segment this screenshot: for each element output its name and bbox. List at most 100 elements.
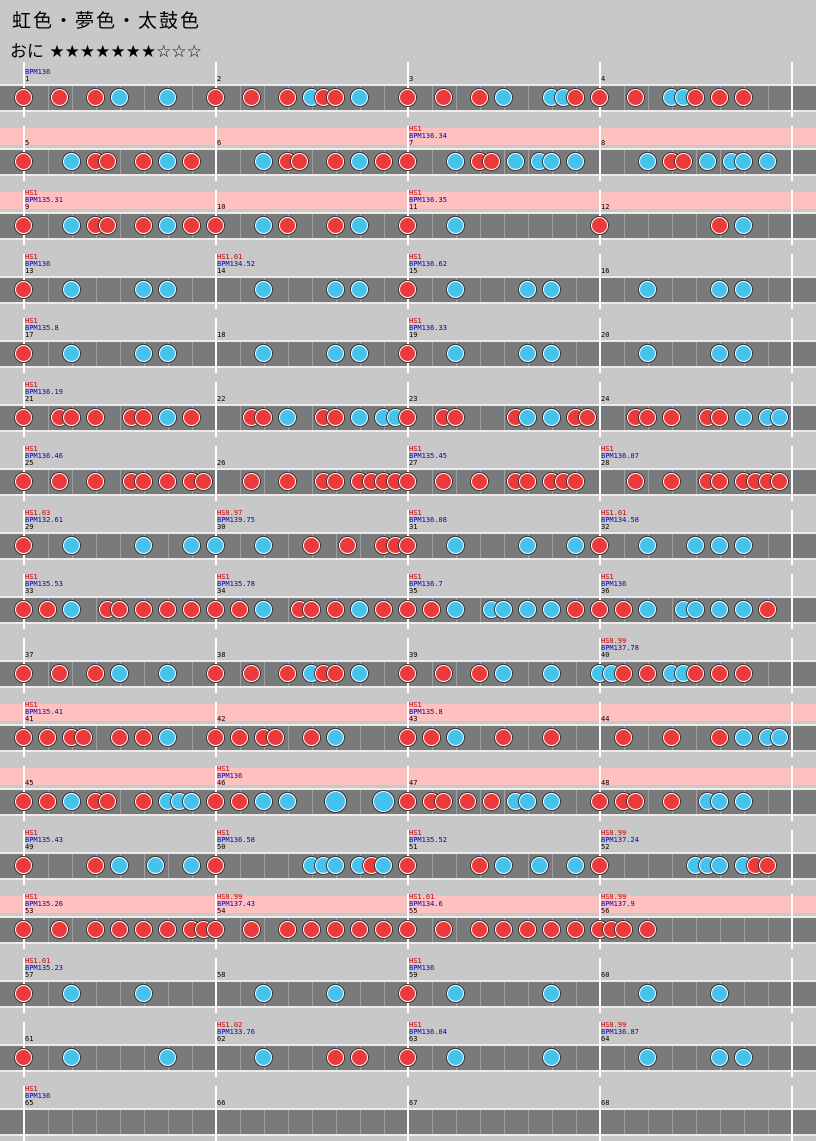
scroll-speed-label: HS1 <box>409 829 422 837</box>
measure-number: 67 <box>409 1099 418 1107</box>
beat-gridline <box>72 470 73 494</box>
don-note <box>243 921 260 938</box>
scroll-speed-label: HS1 <box>25 317 38 325</box>
don-note <box>423 729 440 746</box>
beat-gridline <box>696 726 697 750</box>
don-note <box>399 601 416 618</box>
beat-gridline <box>312 214 313 238</box>
beat-gridline <box>480 278 481 302</box>
beat-gridline <box>168 854 169 878</box>
beat-gridline <box>192 1046 193 1070</box>
ka-note <box>255 793 272 810</box>
ka-note <box>135 345 152 362</box>
beat-gridline <box>648 726 649 750</box>
ka-note <box>255 217 272 234</box>
scroll-speed-label: HS1 <box>25 893 38 901</box>
measure-number: 6 <box>217 139 222 147</box>
don-note <box>519 921 536 938</box>
don-note <box>663 793 680 810</box>
don-note <box>207 665 224 682</box>
don-note <box>279 217 296 234</box>
beat-gridline <box>504 790 505 814</box>
measure-number: 26 <box>217 459 226 467</box>
ka-note <box>447 153 464 170</box>
don-note <box>711 473 728 490</box>
don-note <box>87 409 104 426</box>
beat-gridline <box>48 86 49 110</box>
ka-note <box>327 281 344 298</box>
beat-gridline <box>312 342 313 366</box>
beat-gridline <box>360 1110 361 1134</box>
beat-gridline <box>672 534 673 558</box>
beat-gridline <box>192 278 193 302</box>
measure-number: 47 <box>409 779 418 787</box>
don-note <box>435 793 452 810</box>
don-note <box>399 857 416 874</box>
scroll-speed-label: HS1 <box>409 509 422 517</box>
measure-number: 11 <box>409 203 418 211</box>
measure-barline <box>791 1022 793 1077</box>
ka-note <box>711 345 728 362</box>
beat-gridline <box>192 662 193 686</box>
beat-gridline <box>48 534 49 558</box>
beat-gridline <box>480 790 481 814</box>
beat-gridline <box>48 854 49 878</box>
measure-number: 17 <box>25 331 34 339</box>
bpm-label: BPM136 <box>25 260 51 268</box>
don-note <box>567 473 584 490</box>
ka-note <box>135 985 152 1002</box>
ka-note <box>735 153 752 170</box>
ka-note <box>543 409 560 426</box>
ka-note <box>567 153 584 170</box>
beat-gridline <box>744 982 745 1006</box>
beat-gridline <box>240 470 241 494</box>
measure-number: 29 <box>25 523 34 531</box>
don-note <box>111 729 128 746</box>
beat-gridline <box>168 1110 169 1134</box>
beat-gridline <box>360 726 361 750</box>
beat-gridline <box>96 278 97 302</box>
beat-gridline <box>480 598 481 622</box>
don-note <box>711 89 728 106</box>
don-note <box>615 601 632 618</box>
measure-number: 32 <box>601 523 610 531</box>
ka-note <box>543 1049 560 1066</box>
beat-gridline <box>72 86 73 110</box>
measure-number: 56 <box>601 907 610 915</box>
ka-note <box>711 537 728 554</box>
beat-gridline <box>432 214 433 238</box>
don-note <box>15 601 32 618</box>
beat-gridline <box>528 854 529 878</box>
don-note <box>243 89 260 106</box>
scroll-speed-label: HS1 <box>25 253 38 261</box>
scroll-speed-label: HS1.01 <box>409 893 435 901</box>
measure-barline <box>791 702 793 757</box>
don-note <box>39 729 56 746</box>
don-note <box>303 601 320 618</box>
ka-note <box>447 985 464 1002</box>
measure-number: 52 <box>601 843 610 851</box>
measure-barline <box>791 1086 793 1141</box>
don-note <box>615 921 632 938</box>
beat-gridline <box>48 982 49 1006</box>
ka-note <box>639 985 656 1002</box>
ka-note <box>351 409 368 426</box>
beat-gridline <box>432 342 433 366</box>
measure-barline <box>215 1086 217 1141</box>
don-note <box>51 473 68 490</box>
beat-gridline <box>504 1110 505 1134</box>
beat-gridline <box>432 982 433 1006</box>
beat-gridline <box>312 150 313 174</box>
bpm-label: BPM136 <box>601 580 627 588</box>
scroll-speed-label: HS1.01 <box>601 509 627 517</box>
beat-gridline <box>120 790 121 814</box>
don-note <box>399 281 416 298</box>
don-note <box>183 409 200 426</box>
beat-gridline <box>576 1046 577 1070</box>
beat-gridline <box>240 278 241 302</box>
measure-number: 33 <box>25 587 34 595</box>
measure-number: 36 <box>601 587 610 595</box>
don-note <box>771 473 788 490</box>
ka-note <box>63 153 80 170</box>
scroll-speed-label: HS0.99 <box>601 829 627 837</box>
